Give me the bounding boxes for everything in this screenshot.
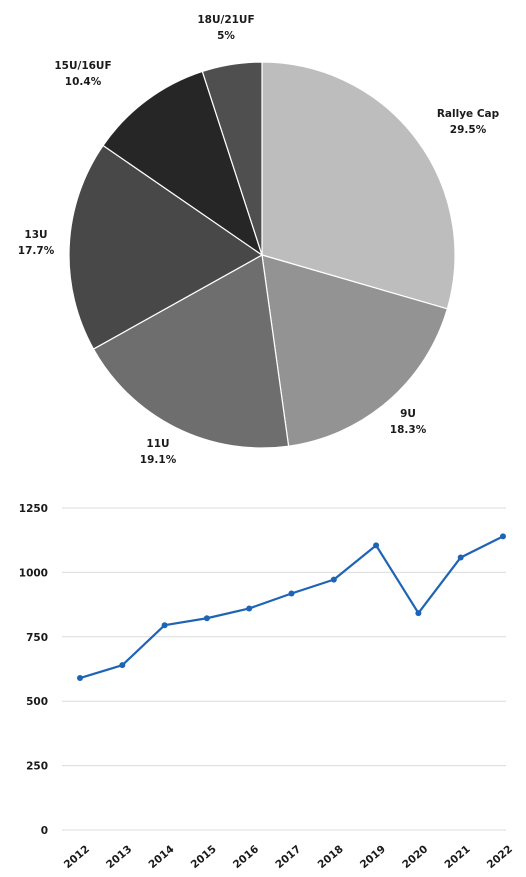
pie-slice-18u-21uf: [201, 61, 263, 256]
data-point-2016: [246, 605, 253, 612]
pie-value-label-9u: 18.3%: [390, 424, 427, 436]
data-point-2015: [203, 615, 210, 622]
pie-slice-13u: [68, 144, 264, 350]
y-tick-label-1250: 1250: [19, 503, 48, 515]
pie-value-label-rallye-cap: 29.5%: [450, 124, 487, 136]
series-line-0: [79, 535, 504, 680]
y-tick-label-0: 0: [41, 825, 48, 837]
line-gridlines: [62, 507, 506, 831]
x-tick-label-2015: 2015: [189, 843, 219, 871]
x-tick-label-2020: 2020: [400, 843, 430, 871]
pie-slice-15u-16uf: [102, 70, 264, 257]
x-tick-label-2017: 2017: [273, 843, 303, 871]
data-point-2022: [500, 533, 506, 540]
pie-slice-9u: [261, 254, 449, 447]
x-tick-label-2022: 2022: [485, 843, 515, 871]
line-series: [77, 533, 506, 682]
y-tick-label-750: 750: [26, 632, 48, 644]
pie-label-18u-21uf: 18U/21UF: [197, 14, 254, 26]
pie-slice-rallye-cap: [261, 61, 456, 310]
x-tick-label-2012: 2012: [62, 843, 92, 871]
data-point-2021: [457, 554, 464, 561]
pie-label-13u: 13U: [24, 229, 47, 241]
x-tick-label-2013: 2013: [104, 843, 134, 871]
pie-value-label-18u-21uf: 5%: [217, 30, 235, 42]
pie-chart: Rallye Cap 29.5% 9U 18.3% 11U 19.1% 13U 17.7% 15…: [18, 14, 500, 466]
data-point-2020: [415, 610, 422, 617]
pie-slices: [68, 61, 456, 449]
line-y-ticks: 0 250 500 750 1000 1250: [19, 503, 48, 837]
data-point-2012: [77, 675, 83, 682]
data-point-2014: [161, 622, 168, 629]
data-point-2019: [373, 542, 380, 549]
y-tick-label-1000: 1000: [19, 567, 48, 579]
pie-label-rallye-cap: Rallye Cap: [437, 108, 500, 120]
y-tick-label-500: 500: [26, 696, 48, 708]
data-point-2017: [288, 590, 295, 597]
x-tick-label-2014: 2014: [146, 843, 176, 871]
x-tick-label-2019: 2019: [358, 843, 388, 871]
pie-labels: Rallye Cap 29.5% 9U 18.3% 11U 19.1% 13U 17.7% 15…: [18, 14, 500, 466]
data-point-2013: [119, 662, 126, 669]
pie-value-label-11u: 19.1%: [140, 454, 177, 466]
y-tick-label-250: 250: [26, 761, 48, 773]
x-tick-label-2016: 2016: [231, 843, 261, 871]
x-tick-label-2018: 2018: [316, 843, 346, 871]
pie-value-label-13u: 17.7%: [18, 245, 55, 257]
pie-slice-11u: [92, 254, 290, 449]
line-x-ticks: 2012 2013 2014 2015 2016 2017 2018 2019 2020 2021…: [62, 843, 515, 871]
pie-value-label-15u-16uf: 10.4%: [65, 76, 102, 88]
pie-label-9u: 9U: [400, 408, 416, 420]
pie-label-11u: 11U: [146, 438, 169, 450]
x-tick-label-2021: 2021: [443, 843, 473, 871]
pie-label-15u-16uf: 15U/16UF: [54, 60, 111, 72]
data-point-2018: [330, 576, 337, 583]
